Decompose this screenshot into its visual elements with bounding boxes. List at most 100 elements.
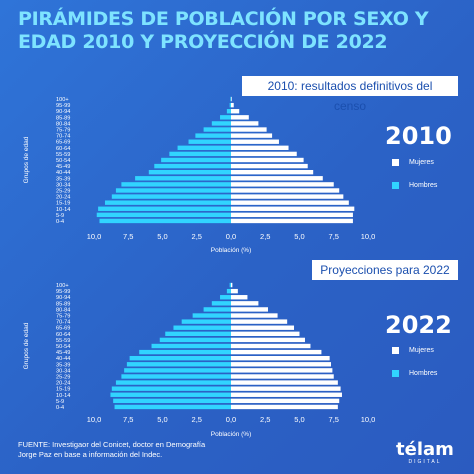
banner-2022: Proyecciones para 2022 [312, 260, 458, 280]
x-tick-label: 7,5 [329, 232, 339, 241]
telam-logo: télam DIGITAL [395, 439, 455, 466]
y-tick-label: 50-54 [56, 344, 70, 350]
bar-mujeres-20-24 [231, 194, 344, 199]
bar-hombres-100+ [229, 282, 231, 288]
bar-hombres-55-59 [159, 337, 231, 343]
y-tick-label: 85-89 [56, 115, 70, 121]
bar-hombres-40-44 [129, 355, 231, 361]
bar-mujeres-95-99 [231, 288, 238, 294]
y-tick-label: 5-9 [56, 213, 64, 219]
y-tick-label: 0-4 [56, 219, 64, 225]
bar-hombres-0-4 [99, 218, 231, 224]
y-tick-label: 15-19 [56, 201, 70, 207]
bar-mujeres-25-29 [231, 188, 340, 193]
y-tick-label: 20-24 [56, 381, 70, 387]
x-tick-label: 2,5 [192, 415, 202, 424]
y-tick-label: 35-39 [56, 176, 70, 182]
year-label-2010: 2010 [385, 122, 452, 150]
legend-label-hombres: Hombres [409, 369, 438, 377]
y-tick-label: 40-44 [56, 356, 70, 362]
y-tick-label: 60-64 [56, 332, 70, 338]
bar-hombres-50-54 [161, 157, 231, 163]
legend-2010: Mujeres Hombres [392, 157, 437, 203]
y-tick-label: 55-59 [56, 338, 70, 344]
y-tick-label: 5-9 [56, 399, 64, 405]
x-tick-label: 5,0 [157, 415, 167, 424]
legend-swatch-hombres [392, 181, 399, 189]
bar-mujeres-80-84 [231, 307, 268, 312]
y-tick-label: 30-34 [56, 368, 70, 374]
source-line-1: FUENTE: Investigaor del Conicet, doctor … [18, 440, 206, 449]
bar-mujeres-95-99 [231, 102, 234, 108]
bar-mujeres-40-44 [231, 355, 330, 361]
banner-2010: 2010: resultados definitivos del censo [242, 76, 458, 113]
bar-hombres-25-29 [115, 188, 231, 193]
y-tick-label: 50-54 [56, 158, 70, 164]
bar-mujeres-55-59 [231, 337, 305, 343]
bar-mujeres-65-69 [231, 325, 295, 330]
bar-mujeres-15-19 [231, 200, 349, 205]
bar-mujeres-90-94 [231, 109, 240, 114]
bar-hombres-30-34 [124, 368, 231, 373]
y-tick-label: 100+ [56, 97, 69, 103]
source-footer: FUENTE: Investigaor del Conicet, doctor … [18, 440, 205, 460]
y-tick-label: 90-94 [56, 295, 70, 301]
bar-hombres-60-64 [177, 145, 231, 151]
y-tick-label: 85-89 [56, 301, 70, 307]
bar-hombres-95-99 [229, 102, 231, 108]
y-tick-label: 10-14 [56, 393, 70, 399]
bar-hombres-65-69 [173, 325, 231, 330]
legend-swatch-mujeres [392, 158, 399, 166]
legend-swatch-hombres [392, 369, 399, 377]
bar-hombres-95-99 [226, 288, 231, 294]
bar-mujeres-0-4 [231, 404, 338, 410]
y-tick-label: 40-44 [56, 170, 70, 176]
bar-hombres-45-49 [139, 349, 231, 355]
y-axis-label: Grupos de edad [23, 136, 30, 183]
bar-hombres-75-79 [192, 313, 231, 318]
y-tick-label: 65-69 [56, 140, 70, 146]
bar-hombres-80-84 [211, 121, 231, 126]
bar-hombres-80-84 [203, 307, 231, 312]
year-label-2022: 2022 [385, 311, 452, 339]
source-line-2: Jorge Paz en base a información del Inde… [18, 450, 163, 459]
bar-mujeres-90-94 [231, 295, 248, 300]
bar-mujeres-10-14 [231, 206, 355, 211]
bar-mujeres-0-4 [231, 218, 353, 224]
bar-hombres-70-74 [195, 133, 231, 138]
x-tick-label: 10,0 [87, 232, 102, 241]
page-title: PIRÁMIDES DE POBLACIÓN POR SEXO Y EDAD 2… [18, 8, 429, 53]
bar-mujeres-50-54 [231, 157, 304, 163]
bar-hombres-25-29 [121, 374, 231, 379]
y-tick-label: 95-99 [56, 289, 70, 295]
bar-hombres-55-59 [169, 151, 231, 157]
logo-name: télam [396, 439, 454, 460]
x-tick-label: 2,5 [260, 232, 270, 241]
x-tick-label: 10,0 [87, 415, 102, 424]
bar-hombres-90-94 [226, 109, 231, 114]
bar-mujeres-50-54 [231, 343, 311, 349]
x-tick-label: 7,5 [123, 232, 133, 241]
y-tick-label: 80-84 [56, 121, 70, 127]
y-tick-label: 80-84 [56, 307, 70, 313]
y-tick-label: 55-59 [56, 152, 70, 158]
x-axis-label: Población (%) [211, 247, 251, 254]
x-tick-label: 0,0 [226, 232, 236, 241]
x-tick-label: 2,5 [260, 415, 270, 424]
logo-sub: DIGITAL [408, 459, 442, 465]
bar-mujeres-85-89 [231, 115, 249, 120]
bar-mujeres-5-9 [231, 398, 340, 404]
legend-swatch-mujeres [392, 346, 399, 354]
bar-mujeres-40-44 [231, 169, 314, 175]
legend-label-mujeres: Mujeres [409, 346, 434, 354]
bar-mujeres-60-64 [231, 145, 289, 151]
y-tick-label: 95-99 [56, 103, 70, 109]
bar-mujeres-85-89 [231, 301, 259, 306]
bar-hombres-70-74 [181, 319, 231, 324]
bar-mujeres-30-34 [231, 182, 334, 187]
y-tick-label: 90-94 [56, 109, 70, 115]
bar-hombres-40-44 [148, 169, 231, 175]
x-tick-label: 0,0 [226, 415, 236, 424]
bar-hombres-50-54 [151, 343, 231, 349]
y-tick-label: 75-79 [56, 128, 70, 134]
